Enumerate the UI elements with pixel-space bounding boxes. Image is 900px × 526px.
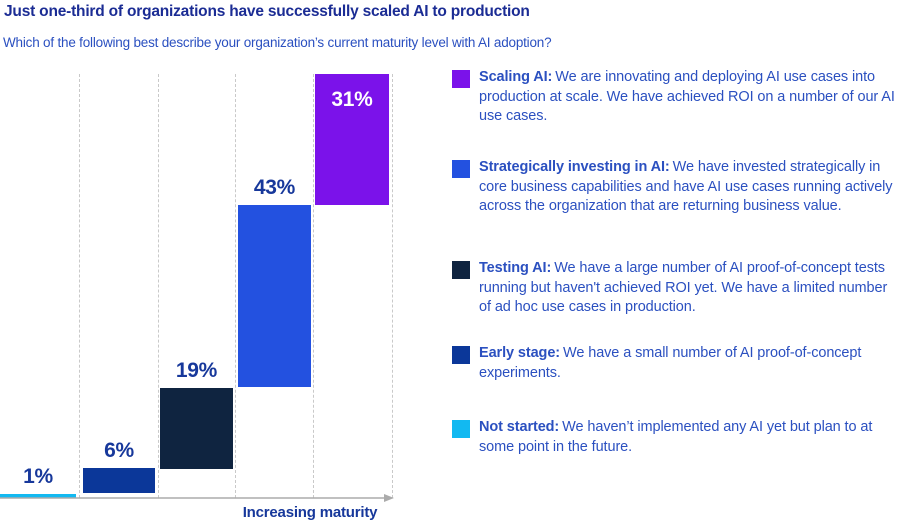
gridline bbox=[313, 74, 314, 498]
strategically-investing-swatch bbox=[452, 160, 470, 178]
gridline bbox=[392, 74, 393, 498]
legend-item-text: Not started: We haven’t implemented any A… bbox=[479, 418, 900, 457]
legend-item-scaling-ai: Scaling AI: We are innovating and deployi… bbox=[452, 68, 900, 127]
legend-item-label: Early stage: bbox=[479, 345, 561, 361]
legend-item-label: Testing AI: bbox=[479, 260, 552, 276]
legend-item-description: We have a small number of AI proof-of-co… bbox=[479, 345, 862, 381]
x-axis-arrow bbox=[0, 494, 394, 502]
page-title: Just one-third of organizations have suc… bbox=[4, 3, 530, 20]
legend-item-text: Strategically investing in AI: We have in… bbox=[479, 158, 900, 217]
legend-item-testing-ai: Testing AI: We have a large number of AI … bbox=[452, 259, 900, 318]
legend-item-strategically-investing: Strategically investing in AI: We have in… bbox=[452, 158, 900, 217]
legend-item-label: Strategically investing in AI: bbox=[479, 159, 670, 175]
bar-not-started bbox=[0, 494, 76, 498]
legend-item-early-stage: Early stage: We have a small number of AI… bbox=[452, 344, 900, 383]
bar-strategically-investing-in-ai bbox=[238, 205, 311, 387]
legend-item-text: Early stage: We have a small number of AI… bbox=[479, 344, 900, 383]
survey-question: Which of the following best describe you… bbox=[3, 35, 552, 50]
bar-testing-ai bbox=[160, 388, 233, 469]
bar-early-stage bbox=[83, 468, 155, 493]
bar-value-label: 43% bbox=[253, 176, 296, 199]
legend-item-description: We have a large number of AI proof-of-co… bbox=[479, 260, 888, 315]
gridline bbox=[79, 74, 80, 498]
legend-item-description: We have invested strategically in core b… bbox=[479, 159, 893, 214]
early-stage-swatch bbox=[452, 346, 470, 364]
legend: Scaling AI: We are innovating and deployi… bbox=[452, 60, 900, 526]
plot-area: 1% 6% 19% 43% 31% bbox=[0, 60, 430, 526]
legend-item-label: Scaling AI: bbox=[479, 69, 553, 85]
legend-item-description: We haven’t implemented any AI yet but pl… bbox=[479, 419, 873, 455]
bar-value-label: 19% bbox=[175, 359, 218, 382]
not-started-swatch bbox=[452, 420, 470, 438]
x-axis-label: Increasing maturity bbox=[242, 504, 378, 521]
testing-ai-swatch bbox=[452, 261, 470, 279]
legend-item-not-started: Not started: We haven’t implemented any A… bbox=[452, 418, 900, 457]
bar-value-label: 6% bbox=[104, 439, 134, 462]
legend-item-label: Not started: bbox=[479, 419, 560, 435]
bar-scaling-ai bbox=[315, 74, 389, 205]
legend-item-description: We are innovating and deploying AI use c… bbox=[479, 69, 895, 124]
gridline bbox=[158, 74, 159, 498]
legend-item-text: Scaling AI: We are innovating and deployi… bbox=[479, 68, 900, 127]
maturity-waterfall-chart: 1% 6% 19% 43% 31% Increasing maturity bbox=[0, 60, 430, 526]
bar-value-label: 31% bbox=[331, 88, 373, 111]
bar-value-label: 1% bbox=[23, 465, 53, 488]
legend-item-text: Testing AI: We have a large number of AI … bbox=[479, 259, 900, 318]
gridline bbox=[235, 74, 236, 498]
scaling-ai-swatch bbox=[452, 70, 470, 88]
